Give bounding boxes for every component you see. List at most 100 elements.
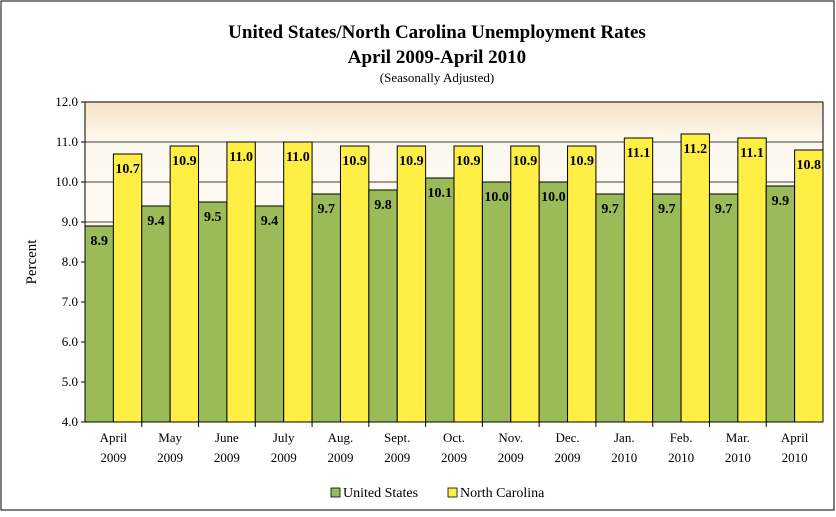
bar-north-carolina	[453, 145, 483, 423]
x-tick-label-month: Jan.	[614, 430, 635, 445]
bar-north-carolina	[510, 145, 540, 423]
bar-north-carolina	[567, 145, 597, 423]
bar-united-states	[481, 181, 512, 423]
data-label-united-states: 9.8	[374, 198, 392, 213]
y-tick-label: 5.0	[62, 374, 78, 389]
bar-united-states	[708, 193, 739, 423]
data-label-united-states: 10.0	[484, 190, 509, 205]
data-label-north-carolina: 10.9	[342, 154, 367, 169]
x-tick-label-month: July	[273, 430, 295, 445]
data-label-north-carolina: 10.9	[513, 154, 538, 169]
legend-swatch-north-carolina	[447, 487, 458, 498]
data-label-north-carolina: 10.8	[797, 158, 822, 173]
y-tick-label: 9.0	[62, 214, 78, 229]
data-label-north-carolina: 10.9	[456, 154, 481, 169]
y-axis-label: Percent	[24, 239, 40, 285]
legend-label-north-carolina: North Carolina	[460, 486, 545, 501]
bar-united-states	[311, 193, 341, 423]
data-label-north-carolina: 11.1	[740, 146, 764, 161]
bar-north-carolina	[737, 137, 767, 423]
data-label-united-states: 9.7	[318, 202, 336, 217]
x-tick-label-year: 2009	[384, 450, 410, 465]
data-label-north-carolina: 10.9	[172, 154, 197, 169]
x-tick-label-month: June	[215, 430, 239, 445]
x-tick-label-month: Aug.	[328, 430, 354, 445]
bar-north-carolina	[169, 145, 200, 423]
bar-north-carolina	[283, 141, 313, 423]
data-label-united-states: 10.1	[428, 186, 453, 201]
y-tick-label: 6.0	[62, 334, 78, 349]
data-label-north-carolina: 11.1	[627, 146, 651, 161]
bar-north-carolina	[396, 145, 427, 423]
bar-united-states	[425, 177, 455, 423]
bar-united-states	[141, 205, 171, 423]
legend-label-united-states: United States	[343, 486, 418, 501]
data-label-north-carolina: 11.0	[286, 150, 310, 165]
y-tick-label: 8.0	[62, 254, 78, 269]
y-tick-label: 10.0	[55, 174, 78, 189]
bar-united-states	[368, 189, 398, 423]
x-tick-label-year: 2010	[668, 450, 694, 465]
data-label-north-carolina: 11.2	[683, 142, 707, 157]
data-label-united-states: 9.9	[772, 194, 790, 209]
x-tick-label-year: 2009	[327, 450, 353, 465]
bar-united-states	[765, 185, 796, 423]
y-tick-label: 11.0	[56, 134, 78, 149]
data-label-united-states: 9.7	[658, 202, 676, 217]
x-tick-label-year: 2009	[498, 450, 524, 465]
bar-united-states	[254, 205, 285, 423]
x-tick-label-year: 2010	[725, 450, 751, 465]
bars	[84, 133, 824, 423]
data-label-united-states: 9.7	[715, 202, 733, 217]
bar-north-carolina	[623, 137, 654, 423]
x-tick-label-month: Nov.	[498, 430, 523, 445]
x-tick-label-month: Dec.	[555, 430, 579, 445]
y-tick-label: 7.0	[62, 294, 78, 309]
bar-united-states	[198, 201, 228, 423]
data-label-united-states: 9.7	[601, 202, 619, 217]
data-label-united-states: 9.4	[261, 214, 279, 229]
bar-north-carolina	[680, 133, 710, 423]
data-label-north-carolina: 10.9	[569, 154, 594, 169]
x-tick-label-month: April	[100, 430, 128, 445]
legend-swatch-united-states	[330, 487, 341, 498]
data-labels: 8.9 10.7 9.4 10.9 9.5 11.0 9.4 11.0 9.7 10.9 9.8 10…	[90, 142, 821, 249]
bar-north-carolina	[794, 149, 824, 423]
x-tick-label-month: Feb.	[670, 430, 693, 445]
x-tick-label-year: 2009	[441, 450, 467, 465]
x-tick-label-year: 2009	[100, 450, 126, 465]
x-tick-label-year: 2010	[782, 450, 808, 465]
x-tick-label-month: May	[158, 430, 182, 445]
legend: United States North Carolina	[330, 486, 545, 501]
x-tick-label-year: 2010	[611, 450, 637, 465]
x-tick-label-month: April	[781, 430, 809, 445]
y-tick-label: 12.0	[55, 94, 78, 109]
bar-united-states	[595, 193, 625, 423]
data-label-united-states: 8.9	[90, 234, 108, 249]
data-label-north-carolina: 10.7	[115, 162, 140, 177]
x-tick-label-month: Sept.	[384, 430, 410, 445]
chart-title: United States/North Carolina Unemploymen…	[228, 22, 646, 43]
data-label-united-states: 10.0	[541, 190, 566, 205]
bar-united-states	[652, 193, 682, 423]
x-tick-label-year: 2009	[271, 450, 297, 465]
bar-united-states	[538, 181, 569, 423]
bar-north-carolina	[339, 145, 370, 423]
chart-subtitle: April 2009-April 2010	[348, 47, 526, 68]
data-label-united-states: 9.5	[204, 210, 222, 225]
x-tick-label-month: Oct.	[443, 430, 465, 445]
x-tick-label-year: 2009	[214, 450, 240, 465]
bar-united-states	[84, 225, 114, 423]
x-tick-label-year: 2009	[555, 450, 581, 465]
bar-north-carolina	[226, 141, 256, 423]
bar-north-carolina	[112, 153, 143, 423]
y-tick-label: 4.0	[62, 414, 78, 429]
x-tick-label-year: 2009	[157, 450, 183, 465]
x-tick-label-month: Mar.	[726, 430, 750, 445]
axes: 4.0 5.0 6.0 7.0 8.0 9.0 10.0 11.0 12.0 April 2009 M…	[55, 94, 824, 465]
chart-note: (Seasonally Adjusted)	[380, 70, 494, 85]
data-label-north-carolina: 10.9	[399, 154, 424, 169]
data-label-north-carolina: 11.0	[229, 150, 253, 165]
